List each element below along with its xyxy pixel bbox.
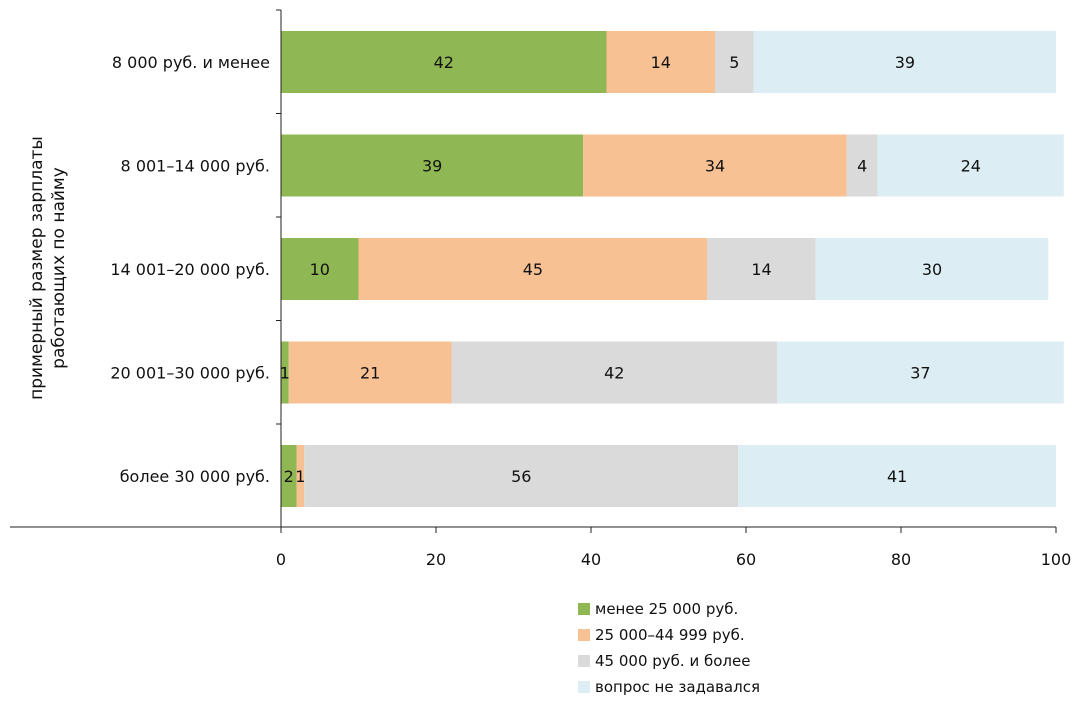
x-tick-label: 80 (891, 550, 911, 569)
category-label: 14 001–20 000 руб. (110, 260, 270, 279)
data-label: 41 (887, 467, 907, 486)
category-label: 8 000 руб. и менее (112, 53, 270, 72)
legend-label: менее 25 000 руб. (595, 600, 738, 618)
category-label: более 30 000 руб. (120, 467, 270, 486)
bar-segment-5-3 (304, 445, 739, 507)
data-label: 39 (895, 53, 915, 72)
axes-layer (10, 9, 1057, 533)
x-tick-label: 40 (581, 550, 601, 569)
data-label: 2 (284, 467, 294, 486)
bar-segment-3-3 (707, 238, 816, 300)
legend-label: 25 000–44 999 руб. (595, 626, 745, 644)
data-label: 37 (910, 364, 930, 383)
bar-segment-2-4 (877, 134, 1064, 197)
legend-label: 45 000 руб. и более (595, 652, 750, 670)
x-tick-label: 60 (736, 550, 756, 569)
data-label: 42 (604, 364, 624, 383)
bar-segment-2-1 (281, 134, 584, 197)
bar-segment-1-2 (606, 31, 715, 93)
bar-segment-1-4 (753, 31, 1056, 93)
bar-segment-2-2 (583, 134, 847, 197)
legend-label: вопрос не задавался (595, 678, 760, 696)
data-label: 5 (729, 53, 739, 72)
legend: менее 25 000 руб. 25 000–44 999 руб. 45 00… (578, 600, 760, 696)
x-tick-label: 0 (276, 550, 286, 569)
bar-segment-4-4 (777, 341, 1064, 404)
category-label: 8 001–14 000 руб. (121, 157, 270, 176)
bar-segment-1-3 (715, 31, 754, 93)
bar-segment-4-3 (451, 341, 777, 404)
data-label: 39 (422, 157, 442, 176)
x-tick-label: 20 (426, 550, 446, 569)
bar-segment-5-4 (738, 445, 1056, 507)
bar-segment-4-2 (288, 341, 452, 404)
legend-swatch (578, 629, 590, 641)
bar-segment-5-1 (281, 445, 297, 507)
bar-segment-3-1 (281, 238, 359, 300)
data-label: 14 (651, 53, 671, 72)
data-label: 56 (511, 467, 531, 486)
data-label: 4 (857, 157, 867, 176)
y-axis-title-line: примерный размер зарплаты (27, 136, 47, 400)
data-label: 30 (922, 260, 942, 279)
data-label: 1 (295, 467, 305, 486)
legend-swatch (578, 681, 590, 693)
data-label: 14 (751, 260, 771, 279)
bar-segment-5-2 (296, 445, 305, 507)
bar-segment-2-3 (846, 134, 878, 197)
category-label: 20 001–30 000 руб. (110, 364, 270, 383)
bar-segment-3-4 (815, 238, 1049, 300)
data-label: 45 (523, 260, 543, 279)
data-label: 24 (961, 157, 981, 176)
bar-segment-1-1 (281, 31, 607, 93)
data-label: 10 (310, 260, 330, 279)
data-label: 21 (360, 364, 380, 383)
legend-swatch (578, 655, 590, 667)
data-label: 34 (705, 157, 725, 176)
y-axis-title: примерный размер зарплаты работающих по н… (27, 136, 69, 400)
x-tick-label: 100 (1041, 550, 1072, 569)
bars-layer (281, 31, 1064, 507)
y-axis-title-line: работающих по найму (49, 167, 69, 369)
data-label: 1 (280, 364, 290, 383)
bar-segment-4-1 (281, 341, 289, 404)
legend-swatch (578, 603, 590, 615)
bar-segment-3-2 (358, 238, 708, 300)
data-label: 42 (434, 53, 454, 72)
